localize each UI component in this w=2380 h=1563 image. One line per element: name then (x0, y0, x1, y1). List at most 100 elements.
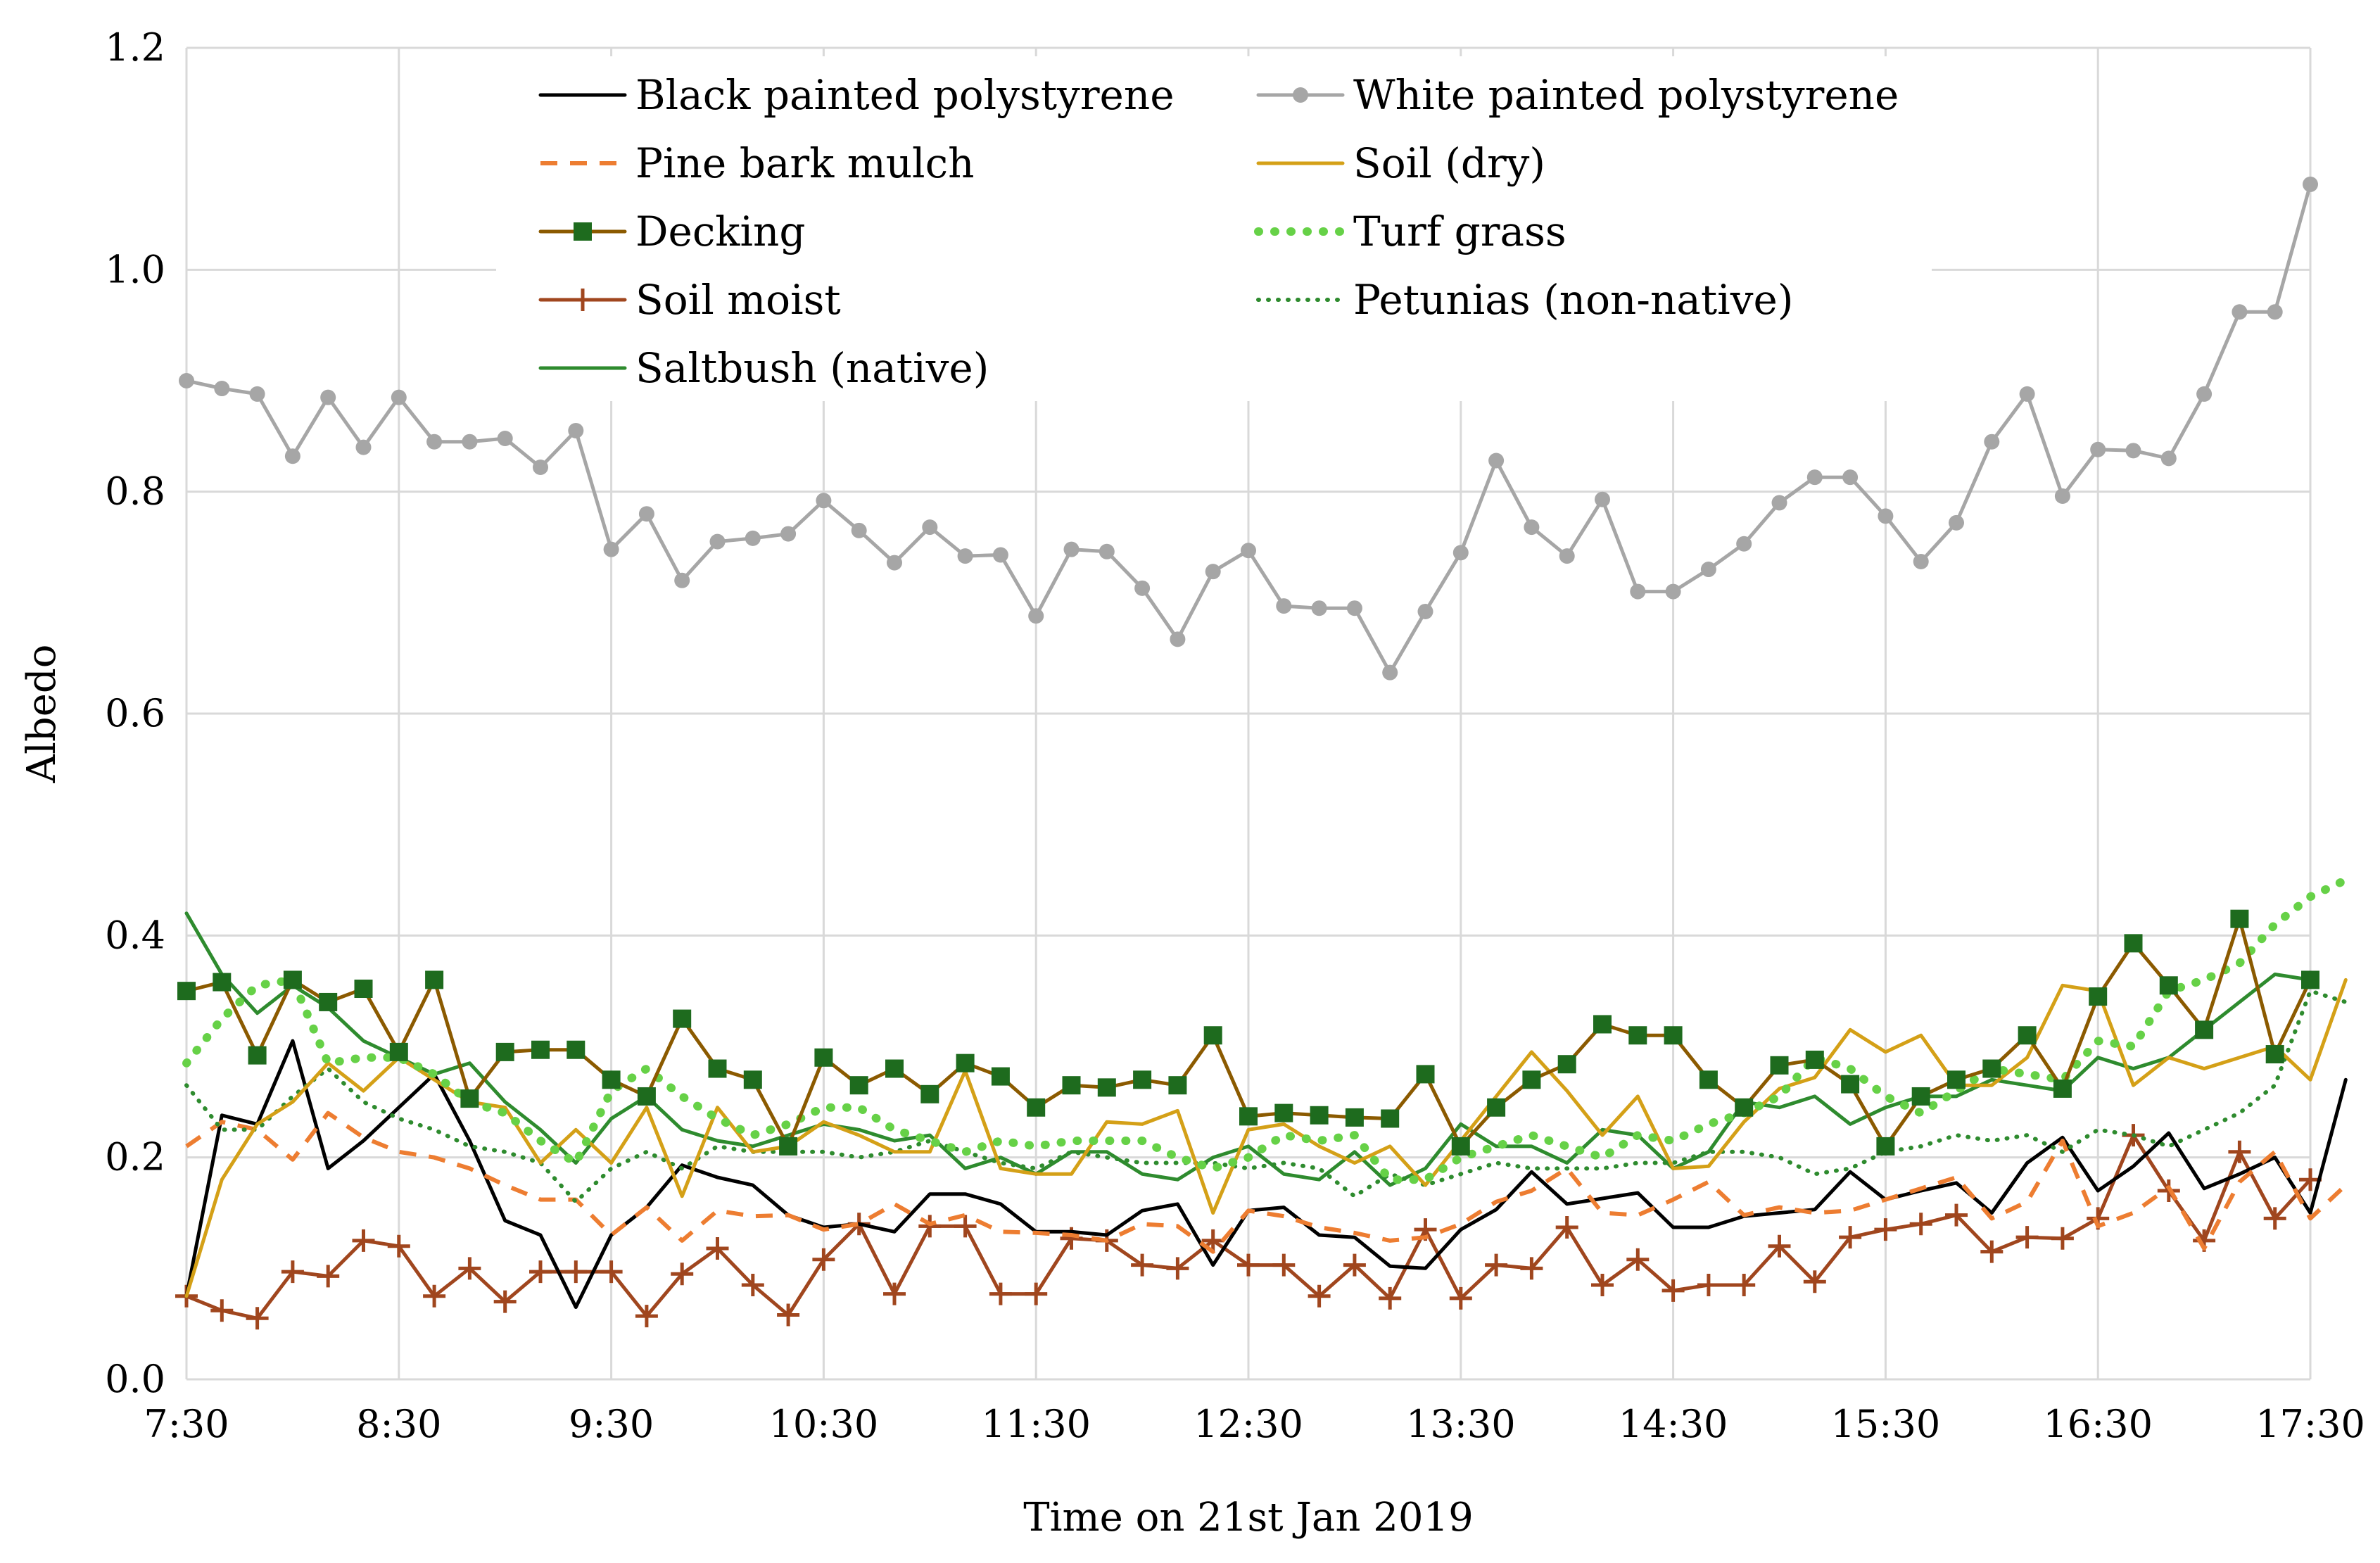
data-point (1276, 598, 1292, 614)
data-point (1520, 1257, 1543, 1280)
data-point (210, 1299, 234, 1322)
data-point (779, 1137, 798, 1156)
data-point (1097, 1078, 1116, 1097)
data-point (1524, 519, 1540, 536)
data-point (1343, 1253, 1366, 1277)
data-point (319, 992, 338, 1011)
data-point (1874, 1218, 1897, 1241)
data-point (745, 530, 761, 546)
legend-background (496, 56, 1932, 401)
data-point (1770, 1056, 1789, 1075)
data-point (2124, 934, 2143, 953)
data-point (709, 533, 726, 550)
data-point (2301, 970, 2319, 989)
data-point (391, 389, 407, 405)
data-point (1485, 1253, 1508, 1277)
x-tick-label: 7:30 (144, 1402, 229, 1446)
data-point (883, 1282, 906, 1305)
data-point (1878, 508, 1894, 524)
data-point (1771, 495, 1787, 511)
data-point (320, 389, 336, 405)
series-black-painted-polystyrene (184, 1039, 2348, 1309)
data-point (1980, 1240, 2004, 1263)
legend-marker (574, 222, 592, 241)
data-point (706, 1236, 729, 1260)
y-tick-label: 0.6 (105, 691, 165, 735)
data-point (1982, 1059, 2001, 1078)
data-point (1237, 1253, 1260, 1277)
data-point (1062, 1076, 1081, 1095)
data-point (989, 1282, 1012, 1305)
series-line (184, 977, 2348, 1298)
data-point (922, 519, 938, 536)
data-point (1735, 1098, 1754, 1117)
data-point (1557, 1055, 1576, 1074)
data-point (2303, 176, 2318, 192)
data-point (635, 1305, 658, 1328)
data-point (2054, 488, 2070, 504)
data-point (1661, 1279, 1685, 1302)
y-tick-label: 1.0 (105, 247, 165, 291)
data-point (708, 1059, 727, 1078)
data-point (458, 1257, 481, 1280)
data-point (2053, 1079, 2072, 1098)
data-point (246, 1307, 269, 1330)
y-tick-label: 0.0 (105, 1357, 165, 1401)
data-point (179, 373, 194, 388)
data-point (1099, 543, 1115, 559)
data-point (1274, 1103, 1293, 1122)
data-point (529, 1260, 552, 1284)
data-point (1451, 1137, 1470, 1156)
data-point (1700, 562, 1716, 578)
data-point (991, 1067, 1010, 1086)
legend-label: White painted polystyrene (1353, 71, 1899, 119)
data-point (1203, 1026, 1222, 1045)
data-point (954, 1215, 977, 1238)
data-point (1909, 1213, 1932, 1236)
data-point (1699, 1070, 1718, 1089)
data-point (2195, 1020, 2214, 1039)
x-tick-label: 10:30 (769, 1402, 879, 1446)
data-point (1841, 1075, 1860, 1094)
data-point (462, 434, 478, 450)
legend-label: Soil moist (635, 276, 841, 324)
legend-label: Saltbush (native) (635, 344, 989, 392)
data-point (638, 506, 654, 522)
series-decking (177, 909, 2319, 1156)
data-point (1913, 553, 1929, 569)
data-point (1134, 580, 1151, 596)
data-point (1628, 1026, 1647, 1045)
legend-item: Black painted polystyrene (538, 71, 1175, 119)
data-point (213, 973, 232, 992)
x-tick-label: 17:30 (2255, 1402, 2365, 1446)
series-petunias-non-native (184, 989, 2348, 1204)
data-point (741, 1273, 764, 1296)
data-point (1805, 1050, 1824, 1069)
y-tick-label: 0.2 (105, 1135, 165, 1179)
data-point (1241, 543, 1256, 559)
legend-item: White painted polystyrene (1256, 71, 1899, 119)
y-tick-label: 0.4 (105, 913, 165, 957)
data-point (887, 555, 902, 571)
data-point (2228, 1140, 2251, 1163)
data-point (566, 1040, 585, 1059)
data-point (2159, 976, 2178, 995)
data-point (214, 381, 230, 397)
data-point (2018, 1026, 2037, 1045)
series-group (175, 176, 2350, 1330)
series-line (184, 1039, 2348, 1309)
data-point (1028, 608, 1044, 624)
data-point (283, 970, 302, 989)
data-point (281, 1260, 304, 1284)
data-point (2090, 441, 2106, 457)
data-point (2230, 909, 2249, 928)
data-point (249, 386, 265, 402)
data-point (1168, 1076, 1187, 1095)
data-point (387, 1234, 410, 1258)
legend-item: Decking (538, 208, 806, 255)
data-point (1768, 1234, 1791, 1258)
data-point (1311, 600, 1327, 616)
series-line (184, 911, 2312, 1187)
data-point (1449, 1286, 1472, 1310)
data-point (1025, 1282, 1048, 1305)
